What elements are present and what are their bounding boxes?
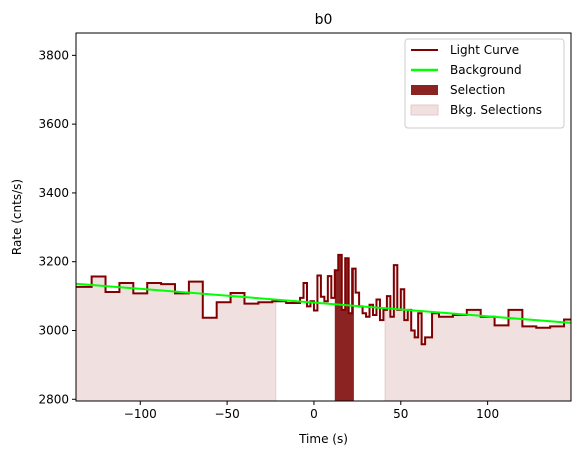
legend-swatch-selection — [411, 85, 438, 95]
y-axis: 2800 3000 3200 3400 3600 3800 — [38, 48, 76, 406]
legend-label-bkg_selection: Bkg. Selections — [450, 103, 542, 117]
x-axis: −100 −50 0 50 100 — [124, 401, 499, 421]
plot-frame — [75, 32, 572, 402]
y-tick-label: 3400 — [38, 186, 69, 200]
plot-area — [76, 253, 571, 401]
legend-label-background: Background — [450, 63, 522, 77]
x-tick-label: −100 — [124, 407, 157, 421]
y-tick-label: 3200 — [38, 255, 69, 269]
y-tick-label: 3800 — [38, 48, 69, 62]
y-tick-label: 3000 — [38, 323, 69, 337]
x-tick-label: 0 — [310, 407, 318, 421]
x-tick-label: −50 — [214, 407, 239, 421]
background-fit-line — [76, 282, 571, 324]
x-tick-label: 100 — [476, 407, 499, 421]
legend-label-selection: Selection — [450, 83, 505, 97]
legend-box — [404, 38, 565, 129]
bkg-selection-region-2 — [384, 264, 571, 401]
chart-title: b0 — [315, 12, 333, 28]
bkg-selection-region-1 — [76, 275, 277, 401]
legend: Light Curve Background Selection Bkg. Selec… — [404, 38, 565, 129]
x-axis-label: Time (s) — [298, 432, 348, 446]
selection-region — [334, 254, 354, 401]
y-axis-label: Rate (cnts/s) — [10, 179, 24, 255]
legend-label-light_curve: Light Curve — [450, 43, 519, 57]
light-curve-line — [76, 253, 571, 346]
x-tick-label: 50 — [393, 407, 408, 421]
y-tick-label: 3600 — [38, 117, 69, 131]
y-tick-label: 2800 — [38, 392, 69, 406]
legend-swatch-bkg_selection — [410, 104, 439, 116]
